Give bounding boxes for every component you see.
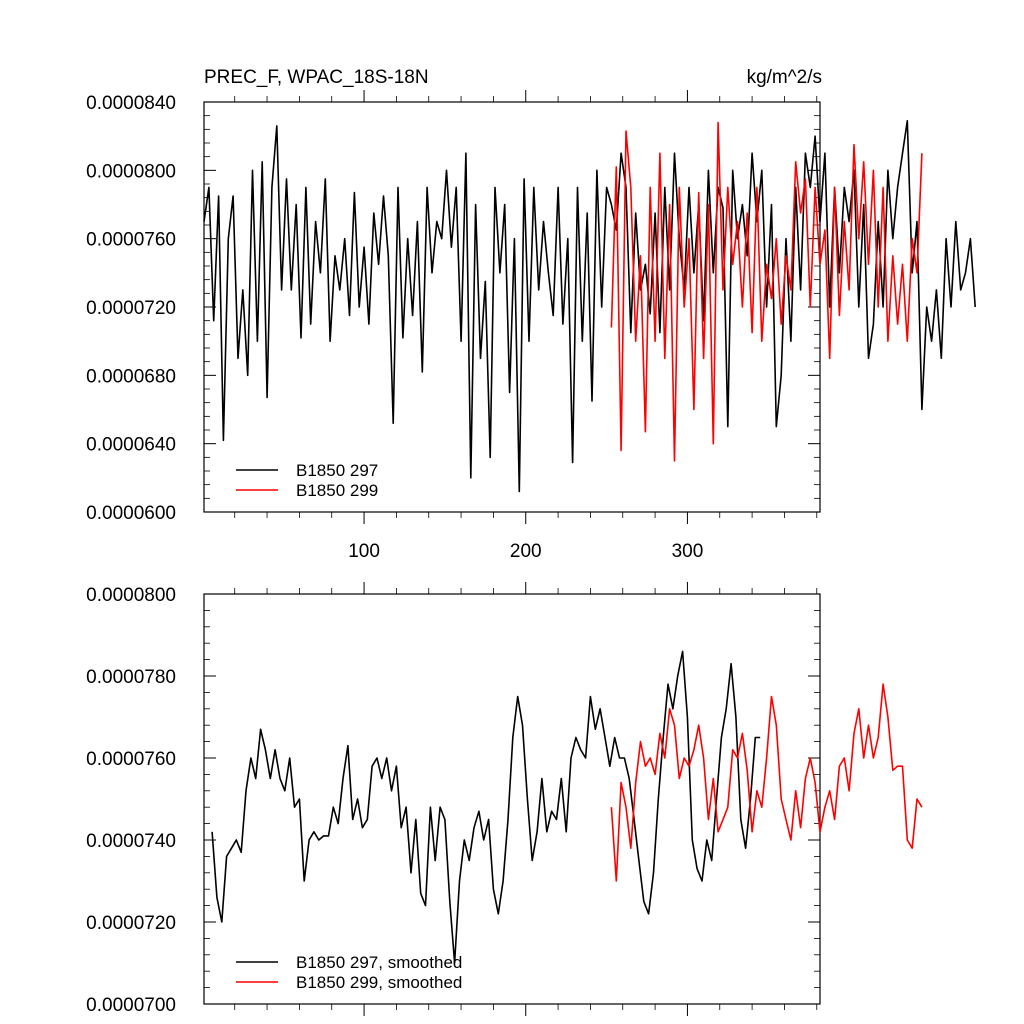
series-line-0 (203, 120, 976, 493)
x-tick-label: 300 (672, 541, 704, 562)
bottom-chart: 0.0000700 0.0000720 0.0000740 0.0000760 0.00… (86, 582, 923, 1016)
series-line-0 (211, 650, 761, 964)
series-line-1 (610, 683, 923, 882)
y-tick-label: 0.0000740 (86, 831, 176, 852)
top-chart: 0.0000600 0.0000640 0.0000680 0.0000720 0.00… (86, 90, 976, 562)
legend-label: B1850 299 (296, 481, 378, 500)
plot-frame (203, 593, 821, 1005)
legend-label: B1850 297 (296, 461, 378, 480)
y-tick-label: 0.0000720 (86, 298, 176, 319)
y-tick-label: 0.0000760 (86, 749, 176, 770)
y-tick-label: 0.0000600 (86, 503, 176, 524)
y-tick-label: 0.0000780 (86, 667, 176, 688)
legend-label: B1850 299, smoothed (296, 973, 462, 992)
y-tick-label: 0.0000840 (86, 93, 176, 114)
y-tick-label: 0.0000700 (86, 995, 176, 1016)
y-tick-label: 0.0000680 (86, 366, 176, 387)
chart-units: kg/m^2/s (747, 67, 822, 88)
x-tick-label: 200 (510, 541, 542, 562)
series-line-1 (610, 121, 923, 462)
legend-label: B1850 297, smoothed (296, 953, 462, 972)
chart-title: PREC_F, WPAC_18S-18N (204, 67, 429, 88)
x-tick-label: 100 (348, 541, 380, 562)
y-tick-label: 0.0000720 (86, 913, 176, 934)
y-tick-label: 0.0000800 (86, 585, 176, 606)
y-tick-label: 0.0000800 (86, 161, 176, 182)
y-tick-label: 0.0000640 (86, 435, 176, 456)
y-tick-label: 0.0000760 (86, 230, 176, 251)
